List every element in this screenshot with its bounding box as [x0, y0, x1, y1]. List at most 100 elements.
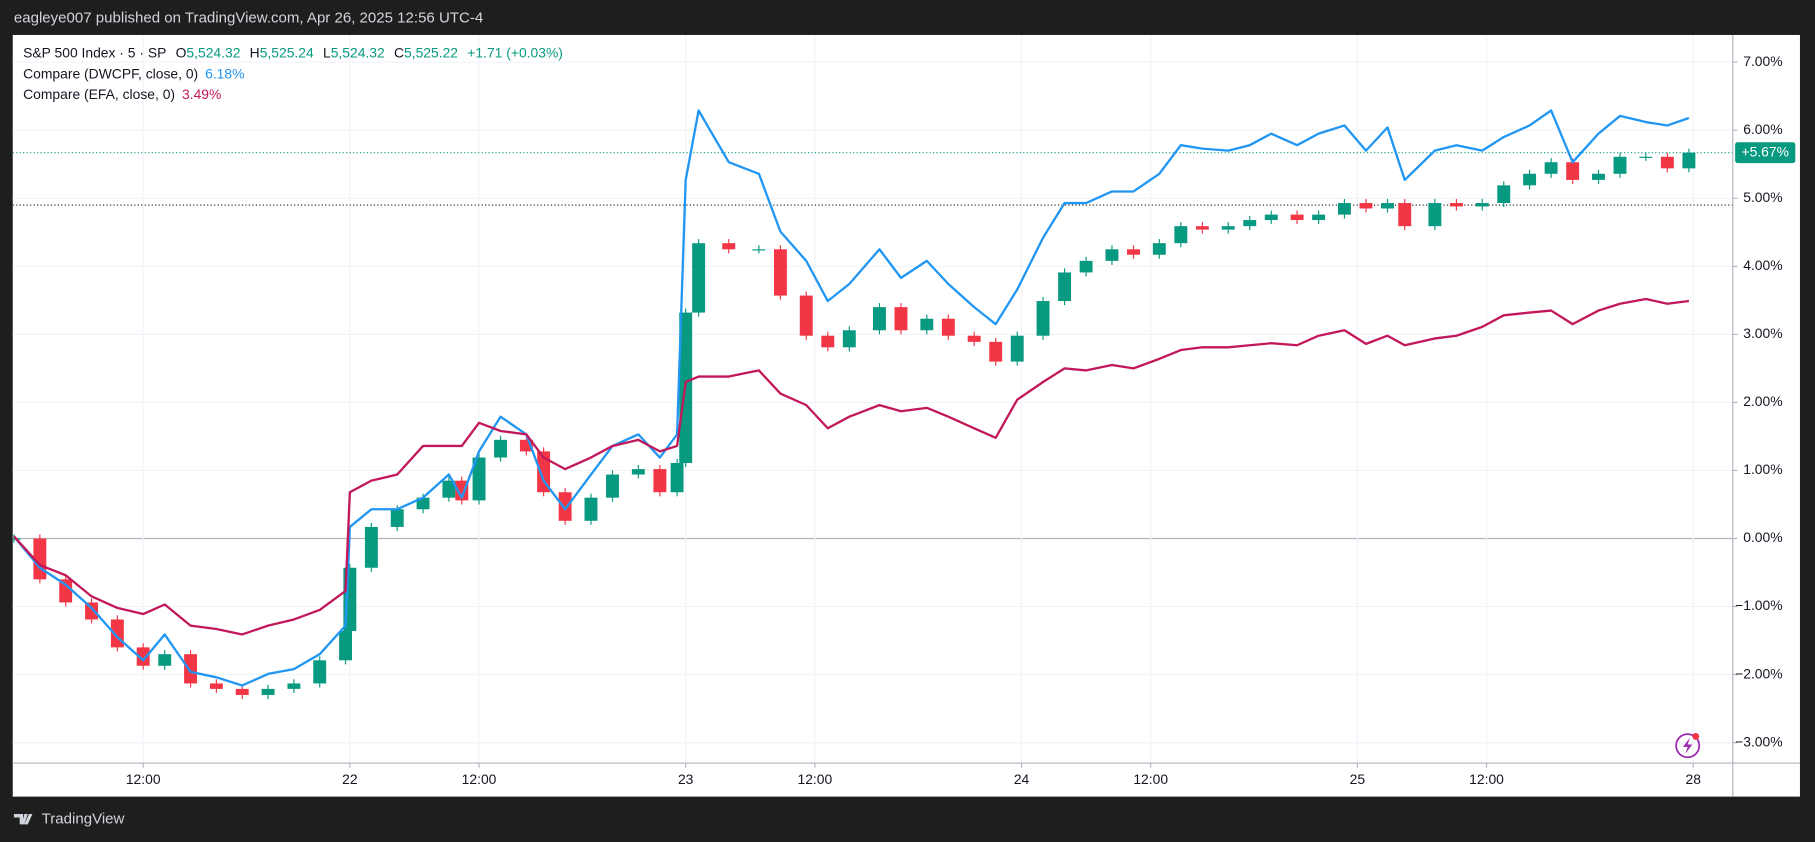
price-badge-label: +5.67%	[1741, 143, 1788, 159]
candle-body	[752, 249, 766, 251]
candle-body	[722, 243, 736, 250]
y-tick-label: 4.00%	[1743, 257, 1782, 273]
candle-body	[59, 579, 73, 603]
icon-ring	[1675, 733, 1701, 759]
candle-body	[1105, 249, 1119, 261]
candle-body	[872, 307, 886, 331]
x-tick-label: 12:00	[126, 771, 161, 787]
candle-body	[584, 497, 598, 521]
candle-body	[1174, 226, 1188, 244]
x-tick-label: 22	[342, 771, 358, 787]
stat-key: L	[323, 44, 331, 60]
axes: −3.00% −2.00% −1.00% 0.00% 1.00% 2.00% 3.00% 4.…	[126, 53, 1796, 787]
x-tick-label: 28	[1685, 771, 1701, 787]
candle-body	[1243, 220, 1257, 227]
stat-key: C	[394, 44, 404, 60]
candle-body	[1660, 156, 1674, 169]
legend-value: 3.49%	[182, 86, 221, 102]
y-tick-label: 0.00%	[1743, 529, 1782, 545]
candle-body	[1195, 226, 1209, 230]
candle-body	[1312, 214, 1326, 221]
lightning-icon[interactable]	[1675, 732, 1701, 759]
candle-body	[1639, 156, 1653, 158]
candle-body	[1428, 203, 1442, 227]
candle-body	[261, 688, 275, 696]
candle-body	[537, 451, 551, 493]
candle-body	[1592, 173, 1605, 180]
stat-value: 5,524.32	[186, 44, 240, 60]
candle-body	[799, 295, 813, 336]
y-tick-label: 2.00%	[1743, 393, 1782, 409]
stat-value: 5,525.24	[260, 44, 314, 60]
y-tick-label: 1.00%	[1743, 461, 1782, 477]
chart-area	[12, 34, 1800, 797]
candle-body	[1359, 203, 1373, 209]
x-tick-label: 12:00	[462, 771, 497, 787]
candle-body	[894, 307, 908, 331]
brand: TradingView	[42, 811, 125, 828]
x-tick-label: 12:00	[797, 771, 832, 787]
candle-body	[1221, 226, 1235, 230]
candle-body	[670, 462, 684, 493]
candle-body	[1449, 203, 1463, 207]
candle-body	[1682, 152, 1696, 169]
candle-body	[1613, 156, 1627, 174]
x-tick-label: 24	[1014, 771, 1030, 787]
stat-key: H	[250, 44, 260, 60]
candle-body	[1010, 335, 1024, 362]
price-badge	[1735, 142, 1796, 164]
y-tick-label: 3.00%	[1743, 325, 1782, 341]
x-tick-label: 23	[678, 771, 694, 787]
candle-body	[1544, 162, 1558, 174]
y-tick-label: −1.00%	[1735, 597, 1782, 613]
candle-body	[519, 439, 533, 452]
candle-body	[920, 318, 934, 331]
candle-body	[692, 243, 706, 313]
candle-body	[209, 683, 223, 689]
legend-value: 6.18%	[205, 65, 244, 81]
candle-body	[494, 439, 508, 458]
candle-body	[416, 497, 430, 510]
candle-body	[472, 457, 486, 501]
candle-body	[136, 647, 150, 666]
y-tick-label: 5.00%	[1743, 189, 1782, 205]
x-tick-label: 25	[1350, 771, 1366, 787]
icon-bolt	[1683, 737, 1693, 754]
stat-key: O	[176, 44, 187, 60]
candle-body	[364, 526, 378, 568]
x-tick-label: 12:00	[1469, 771, 1504, 787]
y-tick-label: −3.00%	[1735, 733, 1782, 749]
legend-main: S&P 500 Index · 5 · SP O5,524.32 H5,525.24…	[23, 44, 563, 60]
candle-body	[773, 249, 787, 296]
candle-body	[631, 469, 645, 475]
candle-body	[1398, 203, 1412, 227]
publisher: eagleye007 published on TradingView.com,…	[14, 10, 483, 27]
legend-name: Compare (DWCPF, close, 0)	[23, 65, 198, 81]
candle-body	[967, 335, 981, 342]
candle-body	[606, 474, 619, 498]
candle-body	[1079, 260, 1093, 273]
candle-body	[184, 654, 198, 684]
legend-compare: Compare (DWCPF, close, 0) 6.18%	[23, 65, 244, 81]
line-series	[13, 297, 1690, 636]
candle-body	[1497, 185, 1511, 204]
icon-dot	[1692, 732, 1700, 740]
candle-body	[313, 660, 327, 684]
candle-body	[821, 335, 835, 348]
candle-body	[1127, 249, 1140, 255]
line-series	[13, 109, 1690, 687]
candle-body	[1152, 243, 1166, 255]
candle-body	[1381, 203, 1394, 209]
candle-body	[85, 602, 98, 620]
candle-body	[1036, 301, 1050, 336]
change: +1.71 (+0.03%)	[467, 44, 563, 60]
legend-name: Compare (EFA, close, 0)	[23, 86, 175, 102]
candle-body	[1566, 162, 1580, 180]
candle-body	[1290, 214, 1304, 221]
y-tick-label: −2.00%	[1735, 665, 1782, 681]
candle-body	[1264, 214, 1278, 221]
candle-body	[941, 318, 955, 336]
candle-body	[455, 480, 469, 501]
